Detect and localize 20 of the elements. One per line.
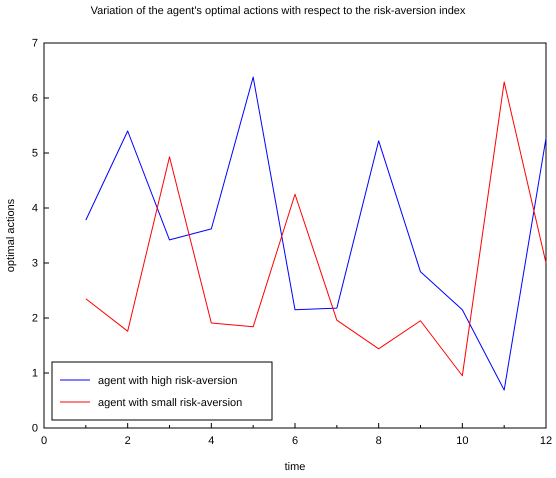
- legend-label: agent with small risk-aversion: [98, 397, 242, 409]
- y-tick-label: 0: [32, 422, 38, 435]
- legend-label: agent with high risk-aversion: [98, 375, 238, 387]
- y-tick-label: 7: [32, 38, 38, 50]
- x-tick-label: 6: [292, 434, 298, 447]
- x-tick-label: 10: [456, 434, 468, 447]
- x-tick-label: 8: [376, 434, 382, 447]
- y-tick-label: 1: [32, 368, 38, 380]
- y-tick-label: 4: [32, 202, 38, 215]
- y-axis-title: optimal actions: [5, 198, 17, 272]
- y-tick-label: 2: [32, 312, 38, 325]
- x-tick-label: 2: [124, 434, 131, 447]
- x-axis-title: time: [284, 461, 306, 473]
- y-tick-label: 6: [32, 92, 38, 105]
- x-tick-label: 12: [540, 434, 552, 447]
- chart-title: Variation of the agent's optimal actions with respect to the risk-aversion index: [90, 5, 466, 17]
- x-tick-label: 4: [208, 434, 214, 447]
- y-tick-label: 5: [32, 148, 38, 160]
- x-tick-label: 0: [40, 434, 48, 447]
- y-tick-label: 3: [32, 258, 38, 270]
